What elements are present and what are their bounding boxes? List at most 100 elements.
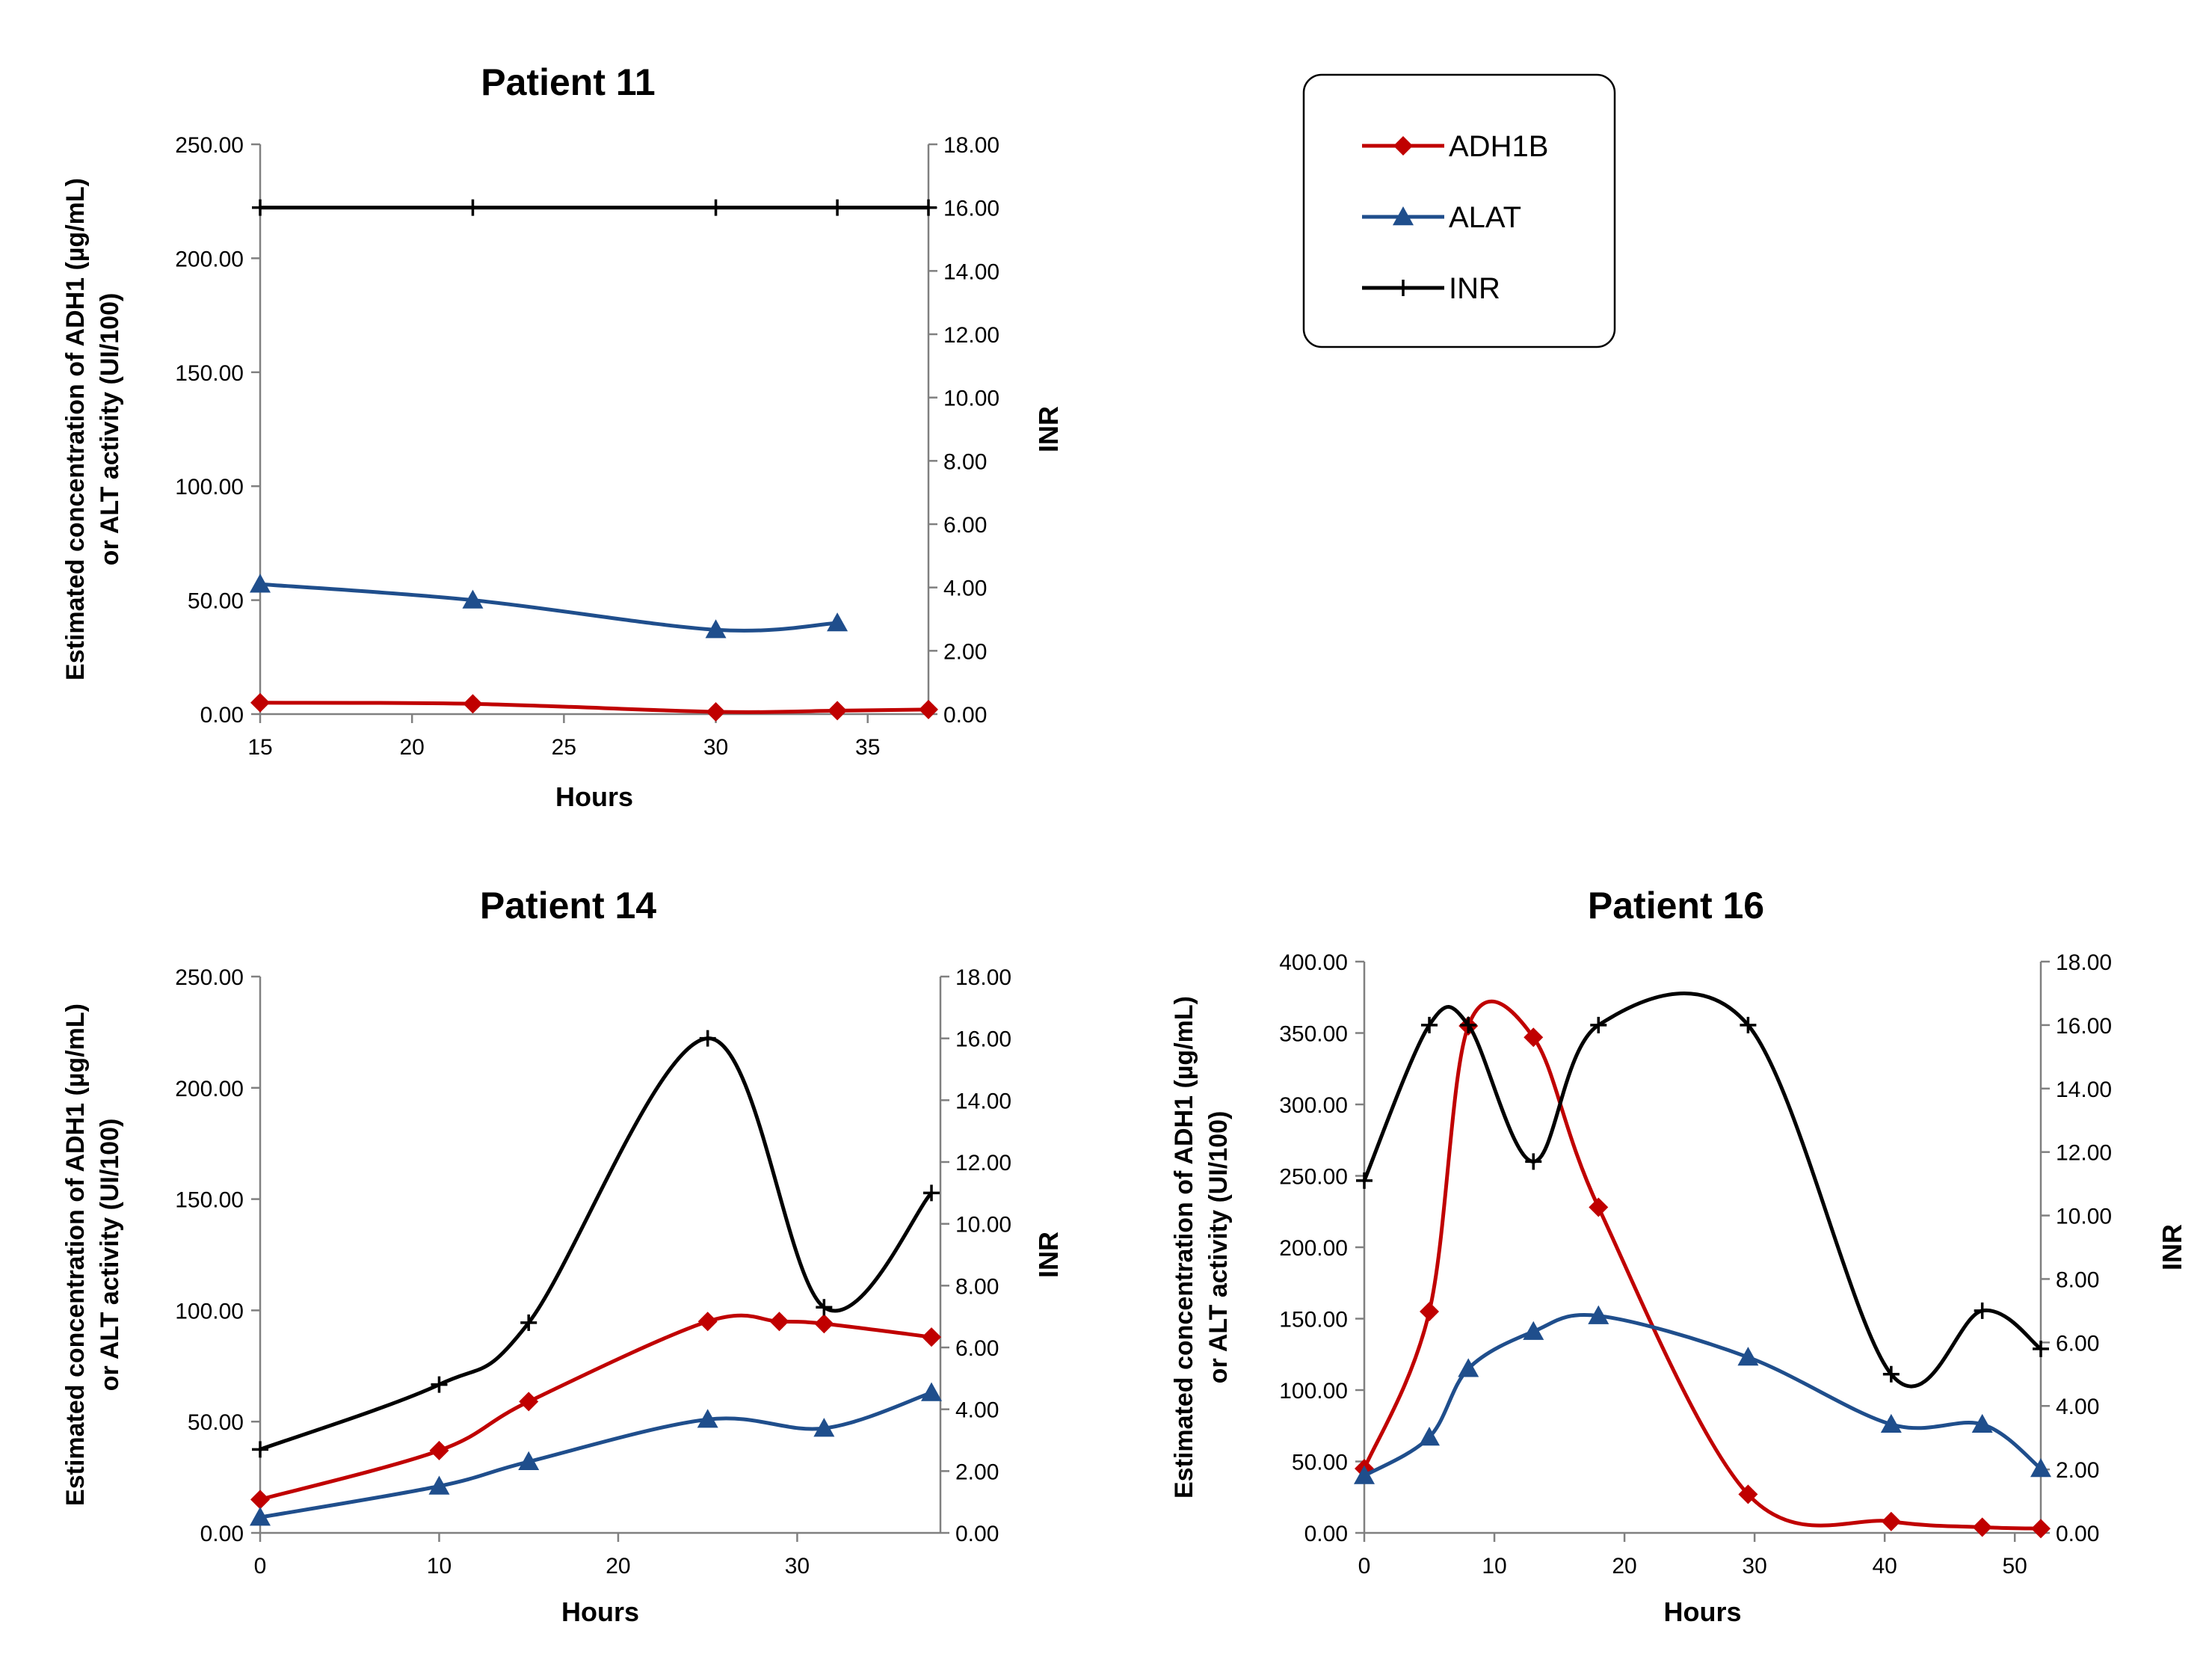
data-point [813, 1418, 835, 1437]
y-tick-label: 0.00 [200, 1522, 244, 1546]
x-tick-label: 0 [1358, 1554, 1371, 1579]
data-point [920, 199, 937, 216]
y2-tick-label: 2.00 [955, 1460, 999, 1484]
y-tick-label: 50.00 [1292, 1451, 1348, 1475]
data-point [252, 1441, 268, 1458]
series-line [258, 701, 931, 714]
y2-tick-label: 14.00 [955, 1089, 1011, 1113]
y2-tick-label: 6.00 [2056, 1331, 2099, 1356]
data-point [428, 1475, 450, 1495]
y2-tick-label: 2.00 [943, 639, 987, 664]
y2-tick-label: 10.00 [2056, 1205, 2112, 1229]
data-point [706, 701, 726, 722]
series-line [258, 1036, 934, 1451]
data-point [518, 1451, 540, 1470]
data-point [464, 199, 481, 216]
y-tick-label: 150.00 [175, 361, 244, 386]
y-tick-label: 100.00 [1279, 1379, 1348, 1404]
series-alat [250, 1382, 943, 1526]
chart-patient-14: Patient 140.0050.00100.00150.00200.00250… [61, 885, 1064, 1627]
data-point [252, 199, 268, 216]
y2-tick-label: 12.00 [943, 323, 999, 348]
data-point [1590, 1016, 1607, 1033]
data-point [1880, 1413, 1902, 1433]
legend-item-inr: INR [1362, 272, 1500, 305]
data-point [697, 1312, 718, 1332]
series-line [1362, 999, 2043, 1531]
y-tick-label: 350.00 [1279, 1022, 1348, 1047]
legend-item-alat: ALAT [1362, 201, 1521, 234]
data-point [828, 701, 848, 721]
data-point [1740, 1016, 1757, 1033]
chart-patient-16: Patient 160.0050.00100.00150.00200.00250… [1170, 885, 2187, 1627]
x-tick-label: 10 [1482, 1554, 1506, 1579]
y-tick-label: 300.00 [1279, 1093, 1348, 1118]
y2-tick-label: 0.00 [2056, 1522, 2099, 1546]
data-point [1524, 1027, 1544, 1048]
y2-tick-label: 14.00 [943, 259, 999, 284]
data-point [1421, 1016, 1438, 1033]
y2-axis-title: INR [2157, 1224, 2187, 1270]
series-adh1b [1355, 999, 2051, 1539]
x-axis-title: Hours [561, 1596, 639, 1627]
y-tick-label: 250.00 [175, 965, 244, 990]
data-point [816, 1299, 833, 1316]
data-point [519, 1392, 539, 1412]
data-point [1458, 1358, 1479, 1377]
y2-tick-label: 18.00 [2056, 950, 2112, 975]
y-tick-label: 150.00 [175, 1188, 244, 1213]
series-line [1362, 1313, 2043, 1478]
data-point [814, 1314, 834, 1334]
series-line [258, 1313, 934, 1501]
y-tick-label: 100.00 [175, 475, 244, 500]
y-tick-label: 50.00 [188, 1410, 244, 1435]
x-tick-label: 30 [1742, 1554, 1766, 1579]
x-tick-label: 35 [855, 735, 880, 760]
series-line [258, 582, 839, 633]
data-point [1974, 1302, 1991, 1319]
data-point [1588, 1305, 1609, 1324]
y-tick-label: 150.00 [1279, 1308, 1348, 1333]
data-point [1882, 1365, 1900, 1383]
series-line [1362, 992, 2043, 1389]
x-tick-label: 40 [1872, 1554, 1897, 1579]
y2-tick-label: 0.00 [955, 1522, 999, 1546]
data-point [1460, 1016, 1477, 1033]
legend-label: ADH1B [1449, 130, 1548, 163]
data-point [463, 694, 483, 714]
legend-item-adh1b: ADH1B [1362, 130, 1548, 163]
y2-tick-label: 18.00 [943, 133, 999, 158]
y2-tick-label: 14.00 [2056, 1078, 2112, 1102]
y-tick-label: 0.00 [200, 703, 244, 728]
y-axis-title-line1: Estimated concentration of ADH1 (µg/mL) [61, 178, 90, 680]
y2-tick-label: 6.00 [943, 513, 987, 538]
data-point [699, 1030, 716, 1047]
legend: ADH1B ALAT INR [1302, 73, 1616, 348]
legend-marker [1393, 206, 1414, 226]
y2-tick-label: 8.00 [2056, 1267, 2099, 1292]
y2-tick-label: 12.00 [955, 1151, 1011, 1175]
series-inr [252, 199, 937, 216]
x-axis-title: Hours [1663, 1596, 1741, 1627]
data-point [697, 1409, 718, 1428]
y-tick-label: 100.00 [175, 1299, 244, 1324]
y2-tick-label: 12.00 [2056, 1141, 2112, 1166]
y-axis-title-line1: Estimated concentration of ADH1 (µg/mL) [61, 1003, 90, 1506]
x-tick-label: 20 [606, 1554, 630, 1579]
y-tick-label: 250.00 [1279, 1165, 1348, 1190]
y-tick-label: 200.00 [175, 1077, 244, 1101]
y2-tick-label: 16.00 [943, 197, 999, 221]
chart-title: Patient 16 [1588, 885, 1764, 926]
y-axis-title-line2: or ALT activity (UI/100) [96, 1119, 124, 1392]
x-tick-label: 20 [399, 735, 424, 760]
y2-tick-label: 4.00 [955, 1398, 999, 1423]
y2-tick-label: 4.00 [2056, 1395, 2099, 1419]
chart-patient-11: Patient 110.0050.00100.00150.00200.00250… [61, 61, 1064, 812]
data-point [1354, 1465, 1375, 1484]
data-point [921, 1382, 943, 1401]
y-axis-title-line2: or ALT activity (UI/100) [96, 293, 124, 566]
y2-axis-title: INR [1033, 406, 1064, 452]
y-tick-label: 400.00 [1279, 950, 1348, 975]
x-tick-label: 0 [254, 1554, 267, 1579]
